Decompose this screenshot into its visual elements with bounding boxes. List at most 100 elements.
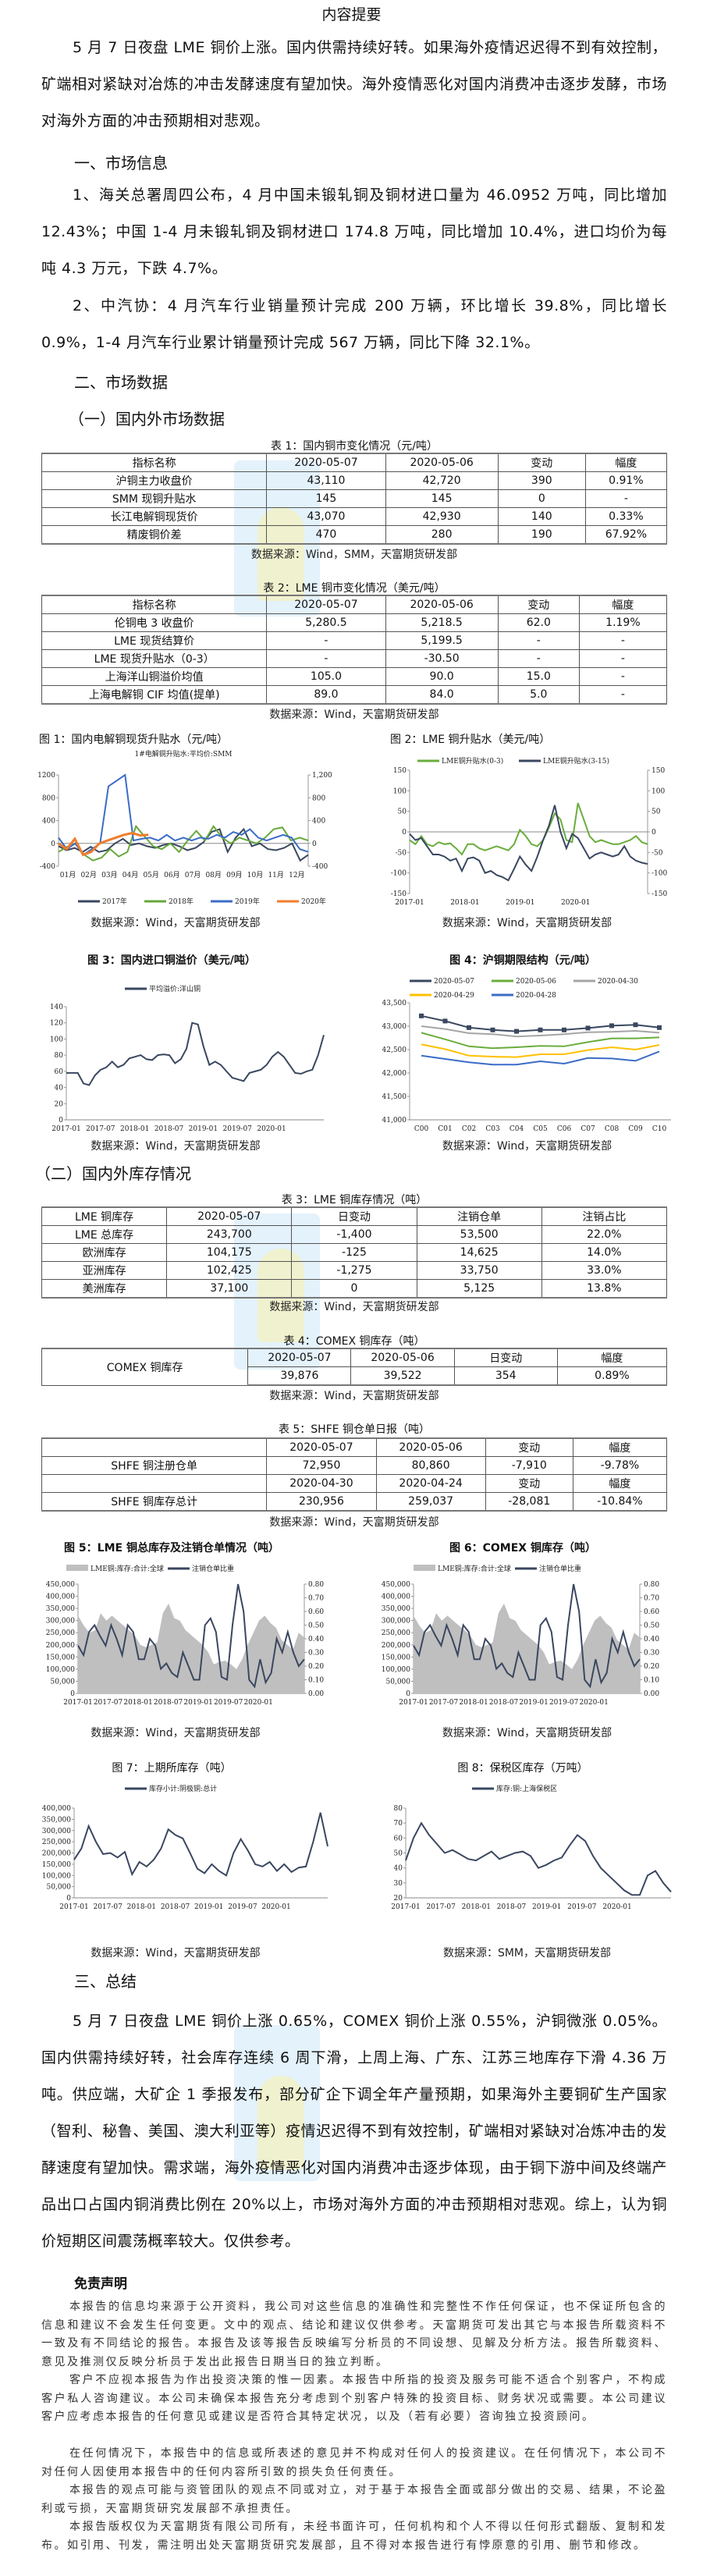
legend-label: 2017年 bbox=[102, 897, 127, 906]
y-tick-label: 0 bbox=[59, 1117, 63, 1125]
y-tick-label: 150 bbox=[393, 767, 407, 775]
x-tick-label: 2018-01 bbox=[127, 1903, 156, 1911]
lme-inventory-table: LME 铜库存 2020-05-07 日变动 注销仓单 注销占比 LME 总库存… bbox=[41, 1206, 668, 1299]
x-tick-label: 2017-01 bbox=[395, 899, 424, 907]
y-tick-label: 140 bbox=[50, 1004, 63, 1011]
data-point-marker bbox=[490, 1027, 495, 1032]
y-tick-label-right: 0.30 bbox=[644, 1650, 659, 1658]
legend-label: LME铜:库存:合计:全球 bbox=[438, 1564, 511, 1573]
header-cell: 2020-05-07 bbox=[266, 453, 386, 472]
x-tick-label: 2017-07 bbox=[94, 1699, 123, 1707]
y-tick-label-right: 0.00 bbox=[308, 1690, 324, 1698]
table-caption: 表 2：LME 铜市变化情况（美元/吨） bbox=[263, 582, 446, 595]
header-cell: 变动 bbox=[485, 1437, 573, 1457]
cell: 90.0 bbox=[385, 667, 499, 686]
cell: 沪铜主力收盘价 bbox=[41, 471, 268, 490]
x-tick-label: 2019-01 bbox=[506, 899, 534, 907]
cell: 62.0 bbox=[497, 613, 580, 632]
table-row: 39,876 39,522 354 0.89% bbox=[42, 1366, 668, 1386]
disclaimer-paragraph: 本报告的观点可能与资管团队的观点不同或对立，对于基于本报告全面或部分做出的交易、… bbox=[41, 2484, 667, 2515]
header-cell: 变动 bbox=[497, 595, 580, 614]
cell: 0 bbox=[291, 1279, 417, 1299]
legend-swatch bbox=[414, 1565, 435, 1571]
x-tick-label: 2017-01 bbox=[59, 1903, 88, 1911]
y-tick-label-right: 100 bbox=[652, 787, 665, 795]
y-tick-label: 60 bbox=[55, 1068, 64, 1076]
x-tick-label: C07 bbox=[581, 1125, 595, 1132]
x-tick-label: 2020-01 bbox=[602, 1903, 631, 1911]
data-source: 数据来源：SMM，天富期货研发部 bbox=[442, 1947, 612, 1960]
header-cell: 注销仓单 bbox=[416, 1206, 542, 1226]
y-tick-label: 800 bbox=[42, 794, 55, 802]
header-cell: 变动 bbox=[485, 1474, 573, 1493]
x-tick-label: 2019-01 bbox=[519, 1699, 548, 1707]
y-tick-label: 150,000 bbox=[42, 1861, 71, 1869]
legend-label: 2020-04-28 bbox=[516, 992, 556, 1000]
disclaimer-heading: 免责声明 bbox=[74, 2276, 127, 2292]
x-tick-label: 2018-07 bbox=[161, 1903, 190, 1911]
cell: 美洲库存 bbox=[41, 1279, 168, 1299]
header-cell: 日变动 bbox=[453, 1348, 558, 1367]
x-tick-label: 2017-01 bbox=[63, 1699, 92, 1707]
y-tick-label: 60 bbox=[394, 1835, 403, 1842]
x-tick-label: 2018-07 bbox=[154, 1699, 183, 1707]
cell: SHFE 铜库存总计 bbox=[41, 1492, 268, 1512]
table-row: 欧洲库存 104,175 -125 14,625 14.0% bbox=[41, 1243, 668, 1262]
cell: 105.0 bbox=[266, 667, 386, 686]
header-cell: 幅度 bbox=[578, 595, 668, 614]
y-tick-label: 400,000 bbox=[46, 1594, 75, 1601]
header-cell: 幅度 bbox=[584, 453, 668, 472]
cell: 72,950 bbox=[266, 1456, 377, 1475]
header-cell: 日变动 bbox=[291, 1206, 417, 1226]
cell: 243,700 bbox=[166, 1225, 293, 1244]
y-tick-label-right: 0.50 bbox=[308, 1622, 324, 1630]
cell: -7,910 bbox=[485, 1456, 573, 1475]
x-tick-label: 2017-07 bbox=[426, 1903, 456, 1911]
cell: 280 bbox=[385, 525, 499, 545]
line-series bbox=[413, 1583, 641, 1689]
y-tick-label-right: 0.60 bbox=[644, 1608, 659, 1616]
cell: 5,125 bbox=[416, 1279, 542, 1299]
y-tick-label: 50,000 bbox=[51, 1678, 76, 1686]
table-row: SHFE 铜库存总计 230,956 259,037 -28,081 -10.84% bbox=[41, 1492, 668, 1512]
y-tick-label: 400,000 bbox=[382, 1594, 410, 1601]
data-point-marker bbox=[609, 1023, 614, 1029]
header-cell: 幅度 bbox=[572, 1437, 668, 1457]
line-series bbox=[421, 1050, 660, 1066]
y-tick-label-right: 0.50 bbox=[644, 1622, 659, 1630]
section-heading-market-data: 二、市场数据 bbox=[74, 373, 168, 392]
cell: 0.91% bbox=[584, 471, 668, 490]
table-header-row: LME 铜库存 2020-05-07 日变动 注销仓单 注销占比 bbox=[41, 1206, 668, 1226]
cell: - bbox=[578, 667, 668, 686]
y-tick-label: 100,000 bbox=[382, 1666, 410, 1674]
y-tick-label: 1200 bbox=[37, 772, 55, 780]
header-cell: 变动 bbox=[497, 453, 586, 472]
cell: 13.8% bbox=[541, 1279, 668, 1299]
cell: 89.0 bbox=[266, 685, 386, 705]
cell: 33,750 bbox=[416, 1261, 542, 1280]
x-tick-label: 03月 bbox=[101, 871, 117, 879]
table-row: COMEX 铜库存 2020-05-07 2020-05-06 日变动 幅度 bbox=[41, 1348, 668, 1386]
cell: 53,500 bbox=[416, 1225, 542, 1244]
header-cell: LME 铜库存 bbox=[41, 1206, 168, 1226]
legend-swatch bbox=[66, 1565, 88, 1571]
y-tick-label: 40 bbox=[55, 1085, 64, 1093]
y-tick-label: 200,000 bbox=[382, 1642, 410, 1650]
cell: -125 bbox=[291, 1243, 417, 1262]
x-tick-label: 2017-07 bbox=[86, 1125, 115, 1132]
data-source: 数据来源：Wind，天富期货研发部 bbox=[269, 709, 439, 721]
cell: 145 bbox=[266, 489, 386, 508]
cell: -9.78% bbox=[572, 1456, 668, 1475]
x-tick-label: 04月 bbox=[122, 871, 138, 879]
y-tick-label: 50 bbox=[394, 1850, 403, 1858]
legend-label: 2020-05-07 bbox=[434, 978, 474, 986]
header-cell: 2020-05-06 bbox=[375, 1437, 486, 1457]
y-tick-label-right: 0 bbox=[312, 840, 317, 848]
y-tick-label: 100 bbox=[50, 1036, 63, 1043]
legend-label: LME铜:库存:合计:全球 bbox=[91, 1564, 164, 1573]
y-tick-label: 0 bbox=[402, 829, 407, 837]
legend-label: 平均溢价:洋山铜 bbox=[149, 984, 201, 993]
y-tick-label: 350,000 bbox=[382, 1605, 410, 1613]
disclaimer-paragraph: 本报告的信息均来源于公开资料，我公司对这些信息的准确性和完整性不作任何保证，也不… bbox=[41, 2301, 667, 2368]
